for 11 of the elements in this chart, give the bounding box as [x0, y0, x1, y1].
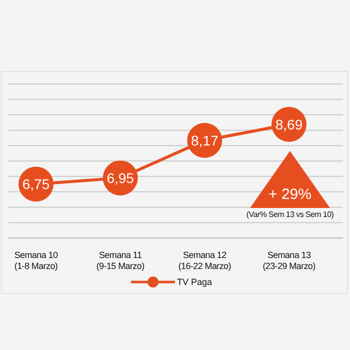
x-tick-label: Semana 13 (23-29 Marzo) [262, 250, 316, 271]
data-label: 8,17 [191, 132, 219, 148]
annotation: + 29% [268, 186, 312, 203]
legend-label: TV Paga [176, 277, 212, 287]
annotation: (Var% Sem 13 vs Sem 10) [245, 210, 335, 219]
x-tick-label: Semana 10 (1-8 Marzo) [14, 250, 58, 271]
x-tick-label: Semana 12 (16-22 Marzo) [178, 250, 232, 271]
data-label: 6,75 [22, 176, 50, 192]
data-label: 8,69 [275, 116, 303, 132]
data-label: 6,95 [106, 170, 134, 186]
x-tick-label: Semana 11 (9-15 Marzo) [96, 250, 145, 271]
